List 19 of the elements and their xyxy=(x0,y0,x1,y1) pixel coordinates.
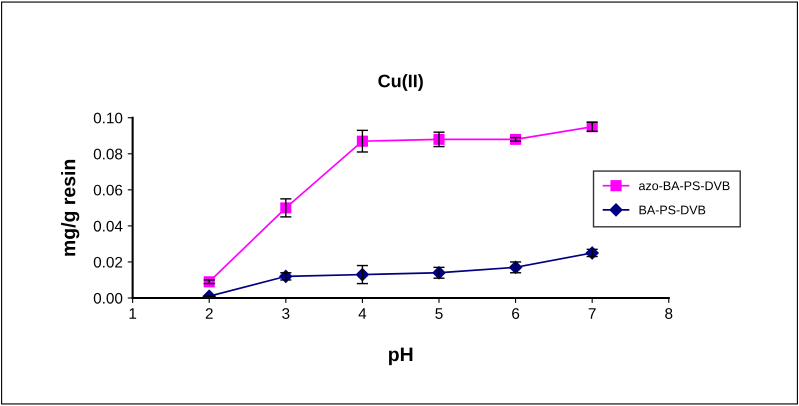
x-tick-label: 2 xyxy=(206,308,213,319)
y-tick-label: 0.06 xyxy=(94,184,122,196)
legend-label: BA-PS-DVB xyxy=(640,206,706,214)
x-tick-label: 3 xyxy=(282,308,290,319)
x-tick-label: 4 xyxy=(358,308,366,319)
x-tick-label: 7 xyxy=(588,308,596,319)
chart-title: Cu(II) xyxy=(378,74,423,91)
x-tick-label: 8 xyxy=(665,308,672,319)
legend-label: azo-BA-PS-DVB xyxy=(639,181,730,190)
y-tick-label: 0.00 xyxy=(94,292,122,304)
y-tick-label: 0.02 xyxy=(94,256,122,268)
y-tick-label: 0.04 xyxy=(94,220,122,232)
x-tick-label: 1 xyxy=(130,308,136,319)
x-axis-title: pH xyxy=(389,348,412,366)
x-tick-label: 6 xyxy=(512,308,520,319)
y-axis-title: mg/g resin xyxy=(61,160,80,256)
y-tick-label: 0.08 xyxy=(94,148,122,160)
x-tick-label: 5 xyxy=(435,308,443,319)
y-tick-label: 0.10 xyxy=(94,112,122,124)
